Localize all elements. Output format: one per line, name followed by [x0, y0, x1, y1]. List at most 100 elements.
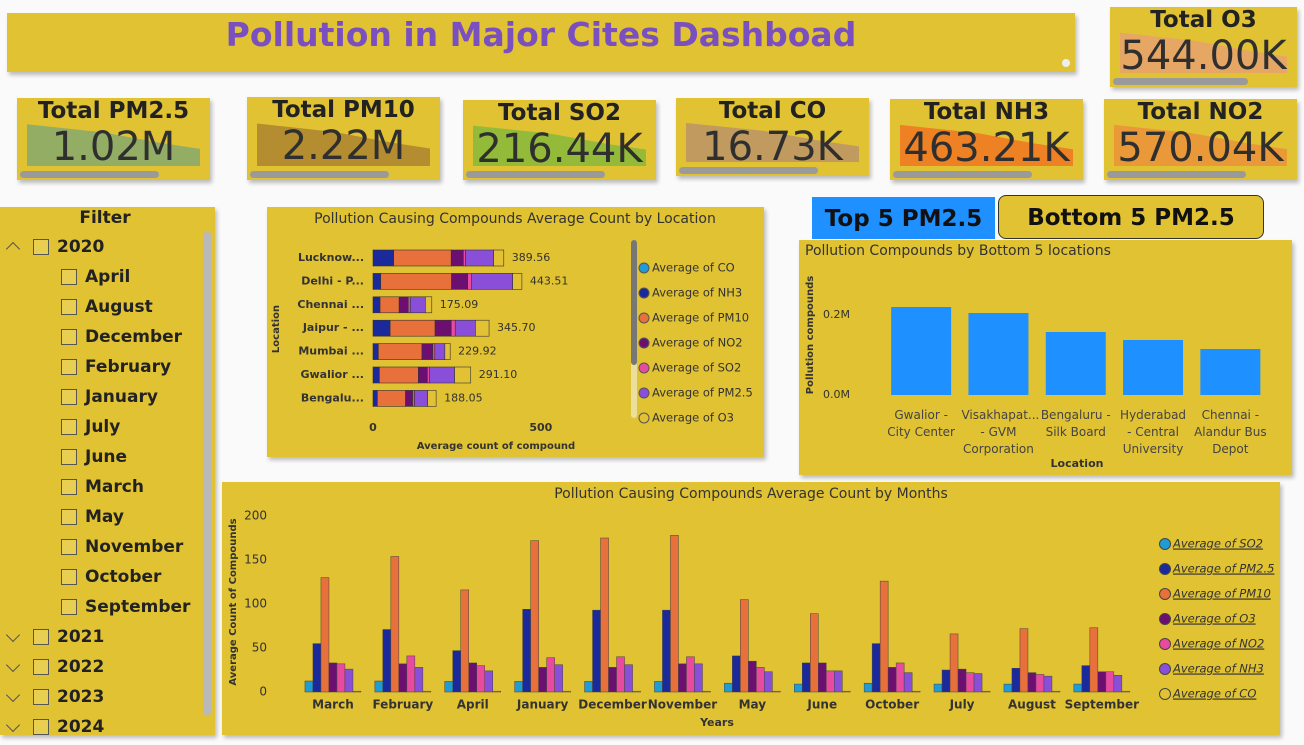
- checkbox: [61, 539, 77, 555]
- month-item[interactable]: March: [85, 477, 144, 497]
- bar-segment: [379, 296, 400, 314]
- bar: [863, 682, 873, 693]
- bar: [444, 681, 453, 693]
- bar: [887, 667, 897, 693]
- legend-label[interactable]: Average of PM10: [1172, 587, 1271, 601]
- y-axis-title: Average Count of Compounds: [228, 518, 239, 685]
- bar: [1121, 690, 1131, 693]
- kpi-label: Total O3: [1150, 7, 1257, 33]
- bar: [422, 690, 432, 693]
- bar: [320, 577, 330, 693]
- month-item[interactable]: July: [85, 417, 121, 437]
- month-item[interactable]: February: [85, 357, 172, 377]
- bar-segment: [471, 273, 513, 290]
- bar: [538, 667, 547, 693]
- month-item[interactable]: April: [85, 267, 131, 287]
- checkbox: [61, 299, 77, 315]
- legend-label[interactable]: Average of NH3: [1172, 662, 1264, 676]
- y-tick-label: Delhi - P...: [301, 274, 364, 287]
- bar: [965, 672, 975, 693]
- bar: [584, 681, 593, 693]
- expand-icon: [5, 687, 21, 703]
- year-item[interactable]: 2022: [57, 657, 105, 677]
- bar: [1200, 349, 1261, 395]
- bar: [522, 609, 531, 693]
- x-tick-label: Chennai - Alandur Bus Depot: [1194, 408, 1267, 456]
- bar: [546, 657, 555, 693]
- legend-label[interactable]: Average of SO2: [1172, 537, 1263, 551]
- bar: [1097, 671, 1107, 693]
- kpi-scrollbar: [679, 167, 818, 174]
- bottom5-button[interactable]: Bottom 5 PM2.5: [998, 195, 1264, 239]
- bar: [624, 664, 633, 693]
- sparkline-area: [257, 123, 430, 166]
- checkbox: [61, 359, 77, 375]
- x-tick-label: October: [865, 698, 919, 712]
- bar: [933, 683, 943, 693]
- year-item[interactable]: 2023: [57, 687, 105, 707]
- kpi-sparkline: [686, 122, 859, 162]
- x-tick-label: July: [949, 698, 975, 712]
- legend-label[interactable]: Average of NO2: [1172, 637, 1264, 651]
- kpi-label: Total PM10: [272, 97, 415, 123]
- month-item[interactable]: November: [85, 537, 184, 557]
- bar-segment: [450, 319, 456, 337]
- bar-segment: [373, 390, 378, 407]
- year-item[interactable]: 2021: [57, 627, 105, 647]
- month-item[interactable]: October: [85, 567, 162, 587]
- bar-segment: [454, 319, 476, 337]
- chart: Pollution Compounds by Bottom 5 location…: [805, 243, 1261, 470]
- kpi-scrollbar: [466, 171, 605, 178]
- bar-segment: [493, 249, 505, 267]
- bar: [390, 556, 400, 693]
- top5-button[interactable]: Top 5 PM2.5: [812, 197, 995, 239]
- month-item[interactable]: August: [85, 297, 153, 317]
- bar: [492, 690, 501, 693]
- bar: [1073, 683, 1083, 693]
- bar: [1123, 340, 1184, 395]
- month-item[interactable]: June: [85, 447, 128, 467]
- bar: [1089, 627, 1099, 693]
- bar: [702, 690, 711, 693]
- bar: [654, 681, 663, 693]
- month-item[interactable]: January: [85, 387, 158, 407]
- expand-icon: [5, 627, 21, 643]
- expand-icon: [5, 657, 21, 673]
- bar: [1081, 665, 1091, 693]
- kpi-label: Total SO2: [498, 100, 621, 126]
- y-tick-label: 50: [252, 641, 267, 655]
- month-item[interactable]: May: [85, 507, 124, 527]
- y-axis-title: Pollution compounds: [805, 276, 816, 394]
- legend-label[interactable]: Average of CO: [1172, 687, 1256, 701]
- kpi-label: Total NH3: [923, 99, 1050, 125]
- legend-swatch: [1159, 663, 1171, 675]
- bar: [1105, 671, 1115, 693]
- kpi-sparkline: [900, 124, 1073, 166]
- legend-swatch: [1159, 638, 1171, 650]
- bar: [312, 643, 322, 693]
- bar-segment: [378, 343, 423, 360]
- bar: [810, 613, 819, 693]
- bar: [476, 665, 485, 693]
- bar: [554, 664, 563, 693]
- bar-segment: [432, 343, 436, 360]
- checkbox: [61, 419, 77, 435]
- year-item[interactable]: 2020: [57, 237, 105, 257]
- filter-panel: Filter 2020 April August December February Ja…: [0, 207, 215, 735]
- x-tick-label: April: [457, 698, 489, 712]
- year-item[interactable]: 2024: [57, 717, 105, 735]
- legend-label: Average of NO2: [652, 336, 743, 350]
- x-tick-label: May: [739, 698, 767, 712]
- bar: [895, 662, 905, 693]
- legend-swatch: [638, 337, 650, 349]
- month-item[interactable]: December: [85, 327, 183, 347]
- legend-label[interactable]: Average of O3: [1172, 612, 1256, 626]
- bar: [973, 673, 983, 693]
- legend-label: Average of NH3: [652, 286, 742, 300]
- month-item[interactable]: September: [85, 597, 191, 617]
- bar: [616, 656, 625, 693]
- kpi-value: 570.04K: [1117, 125, 1284, 171]
- y-tick-label: 0.0M: [823, 388, 850, 401]
- legend-label[interactable]: Average of PM2.5: [1172, 562, 1274, 576]
- bar: [562, 690, 571, 693]
